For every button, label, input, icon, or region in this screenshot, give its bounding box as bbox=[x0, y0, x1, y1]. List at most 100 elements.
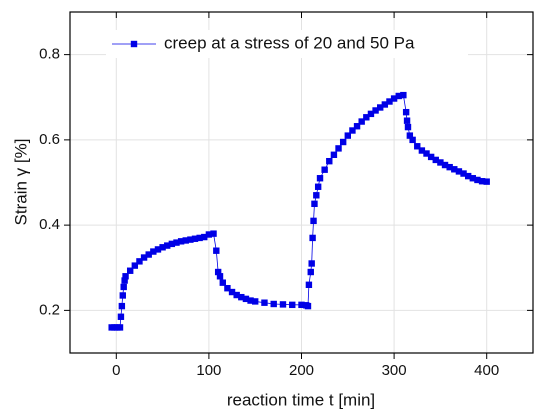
data-point bbox=[242, 295, 250, 303]
data-point bbox=[205, 231, 213, 238]
data-point bbox=[213, 247, 220, 254]
data-point bbox=[214, 268, 222, 276]
data-point bbox=[474, 176, 481, 184]
data-point bbox=[119, 292, 126, 299]
data-point bbox=[402, 108, 410, 116]
data-point bbox=[196, 234, 203, 242]
data-point bbox=[116, 324, 124, 331]
y-tick-label: 0.6 bbox=[39, 131, 60, 148]
data-point bbox=[414, 143, 421, 150]
data-point bbox=[308, 260, 315, 267]
data-point bbox=[216, 273, 224, 280]
data-point bbox=[279, 301, 287, 308]
legend-marker bbox=[130, 40, 138, 48]
data-point bbox=[372, 107, 379, 114]
y-tick-label: 0.4 bbox=[39, 216, 60, 233]
data-point bbox=[386, 98, 393, 105]
data-point bbox=[418, 147, 426, 154]
data-point bbox=[314, 183, 322, 190]
data-point bbox=[228, 288, 236, 296]
data-point bbox=[173, 239, 180, 246]
data-point bbox=[446, 163, 453, 171]
data-point bbox=[395, 92, 402, 100]
data-point bbox=[427, 153, 435, 161]
x-tick-label: 200 bbox=[289, 362, 314, 379]
x-tick-label: 0 bbox=[112, 362, 120, 379]
data-point bbox=[191, 235, 199, 242]
data-point bbox=[313, 192, 320, 199]
data-point bbox=[464, 172, 472, 180]
y-tick-label: 0.8 bbox=[39, 46, 60, 63]
data-point bbox=[187, 236, 194, 243]
data-point bbox=[117, 313, 125, 320]
data-point bbox=[154, 246, 162, 253]
data-point bbox=[404, 123, 412, 131]
data-point bbox=[316, 175, 324, 182]
data-point bbox=[367, 110, 375, 118]
data-point bbox=[363, 114, 370, 121]
data-point bbox=[120, 283, 127, 291]
x-tick-label: 100 bbox=[196, 362, 221, 379]
data-point bbox=[377, 104, 384, 111]
data-point bbox=[330, 151, 338, 158]
data-point bbox=[126, 267, 134, 274]
legend-box bbox=[106, 30, 468, 58]
data-point bbox=[261, 299, 268, 306]
x-tick-label: 400 bbox=[474, 362, 499, 379]
data-point bbox=[344, 132, 351, 139]
data-point bbox=[349, 127, 356, 134]
data-point bbox=[121, 277, 128, 284]
data-point bbox=[164, 242, 171, 249]
plot-frame bbox=[69, 11, 534, 354]
data-point bbox=[310, 217, 317, 225]
data-point bbox=[423, 150, 430, 157]
data-point bbox=[311, 200, 318, 208]
x-tick-label: 300 bbox=[382, 362, 407, 379]
legend-label: creep at a stress of 20 and 50 Pa bbox=[164, 33, 415, 52]
y-axis-title: Strain γ [%] bbox=[11, 139, 30, 226]
data-point bbox=[298, 301, 305, 309]
data-point bbox=[145, 251, 152, 258]
data-point bbox=[460, 170, 467, 177]
data-point bbox=[247, 297, 254, 304]
data-point bbox=[210, 230, 217, 237]
data-point bbox=[381, 101, 389, 108]
data-point bbox=[136, 258, 143, 265]
data-point bbox=[304, 302, 312, 310]
data-point bbox=[238, 293, 245, 301]
data-point bbox=[122, 273, 129, 280]
data-point bbox=[432, 156, 439, 164]
data-point bbox=[305, 281, 313, 288]
x-axis-title: reaction time t [min] bbox=[227, 390, 375, 409]
data-point bbox=[309, 234, 316, 242]
data-point bbox=[353, 123, 361, 130]
data-point bbox=[182, 237, 189, 244]
data-point bbox=[400, 91, 407, 99]
data-point bbox=[150, 248, 157, 255]
data-point bbox=[168, 240, 176, 248]
data-point bbox=[441, 161, 449, 169]
data-point bbox=[307, 268, 314, 276]
data-point bbox=[409, 136, 416, 144]
data-point bbox=[390, 95, 398, 102]
data-point bbox=[219, 279, 226, 286]
data-point bbox=[455, 168, 463, 175]
data-point bbox=[406, 132, 414, 139]
data-point bbox=[335, 145, 342, 152]
data-point bbox=[437, 159, 444, 166]
data-point bbox=[140, 254, 148, 261]
data-point bbox=[483, 178, 490, 185]
data-point bbox=[252, 298, 259, 305]
series-line bbox=[111, 94, 487, 328]
data-point bbox=[159, 244, 166, 251]
data-point bbox=[118, 302, 126, 310]
data-point bbox=[339, 138, 347, 146]
data-point bbox=[233, 291, 240, 299]
data-point bbox=[358, 118, 365, 125]
data-point bbox=[478, 178, 486, 185]
data-point bbox=[201, 233, 208, 241]
data-point bbox=[403, 117, 411, 124]
data-point bbox=[321, 166, 328, 173]
data-point bbox=[224, 285, 231, 292]
